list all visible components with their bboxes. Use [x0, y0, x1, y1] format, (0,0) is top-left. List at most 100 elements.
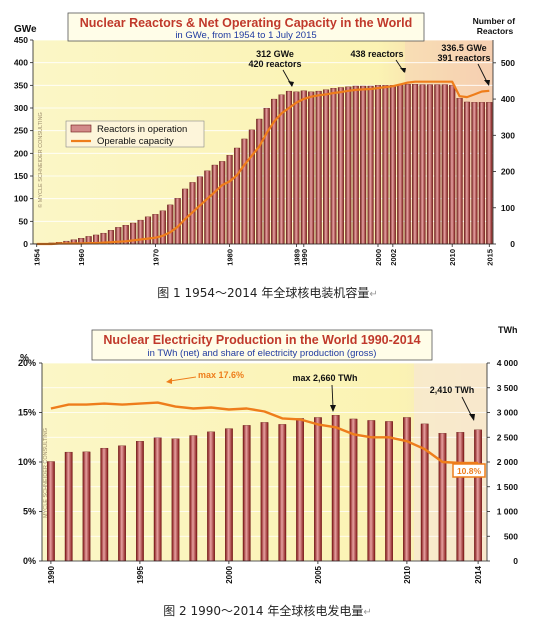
bar-reactors — [382, 85, 389, 245]
x-tick-label: 2000 — [374, 249, 383, 266]
bar-production — [456, 432, 465, 562]
x-tick-label: 1995 — [136, 565, 145, 583]
annotation-max-production-text: max 2,660 TWh — [292, 373, 357, 383]
annotation-1989-line2: 420 reactors — [248, 59, 301, 69]
y-tick-label-left: 150 — [14, 171, 28, 181]
line-operable-capacity — [36, 80, 490, 246]
legend-bar-swatch — [70, 124, 92, 133]
annotation-max-production: max 2,660 TWh — [292, 373, 358, 412]
annotation-1989: 312 GWe 420 reactors — [248, 49, 302, 87]
bar-reactors — [323, 89, 330, 245]
x-tick-label: 1960 — [77, 249, 86, 266]
x-tick-label: 2000 — [225, 565, 234, 583]
y-tick-label-right: 2 000 — [497, 457, 519, 467]
bar-production — [242, 425, 251, 562]
bar-reactors — [434, 84, 441, 245]
chart-subtitle: in GWe, from 1954 to 1 July 2015 — [175, 30, 316, 41]
bar-reactors — [404, 84, 411, 245]
bar-reactors — [293, 91, 300, 245]
title-box — [91, 329, 433, 361]
bar-reactors — [219, 161, 226, 245]
x-tick-label: 1980 — [226, 249, 235, 266]
bar-production — [118, 445, 126, 562]
title-box — [67, 12, 425, 42]
bar-reactors — [471, 102, 478, 245]
y-tick-label-left: 5% — [23, 507, 36, 517]
y-tick-label-right: 1 000 — [497, 507, 519, 517]
bar-production — [403, 417, 411, 562]
y-tick-label-left: 200 — [14, 148, 28, 158]
bar-production — [314, 417, 322, 562]
annotation-2002-line1: 438 reactors — [350, 49, 403, 59]
bar-reactors — [374, 85, 382, 245]
bar-reactors — [360, 85, 367, 245]
chart-nuclear-production: 0% 5% 10% 15% 20% 0 500 1 000 1 500 2 000 2 500 3 0… — [18, 325, 519, 584]
annotation-2014-production-text: 2,410 TWh — [430, 385, 475, 395]
y-tick-label-right: 3 000 — [497, 408, 519, 418]
line-share — [50, 401, 479, 465]
annotation-2014-share-text: 10.8% — [457, 466, 482, 476]
bar-reactors — [345, 86, 352, 245]
bar-reactors — [337, 87, 344, 245]
annotation-max-share: max 17.6% — [166, 370, 244, 384]
bar-production — [367, 420, 376, 562]
chart-title: Nuclear Reactors & Net Operating Capacit… — [80, 16, 412, 30]
y-tick-label-right: 100 — [501, 203, 515, 213]
y-tick-label-left: 50 — [19, 216, 29, 226]
y-tick-label-left: 10% — [18, 457, 36, 467]
y-tick-label-right: 0 — [513, 556, 518, 566]
bar-production — [474, 429, 482, 562]
x-tick-label: 2010 — [403, 565, 412, 583]
bar-production — [349, 418, 358, 562]
y-tick-label-left: 0 — [23, 239, 28, 249]
y-tick-label-right: 1 500 — [497, 482, 519, 492]
legend-label-bars: Reactors in operation — [97, 124, 187, 135]
annotation-2002: 438 reactors — [350, 49, 406, 73]
bar-reactors — [174, 198, 181, 245]
y-tick-label-right: 300 — [501, 130, 515, 140]
figure-2-caption: 图 2 1990～2014 年全球核电发电量↵ — [0, 602, 535, 619]
annotation-2015-line2: 391 reactors — [437, 53, 490, 63]
bar-reactors — [352, 85, 359, 245]
bar-production — [260, 422, 269, 562]
y-tick-label-right: 3 500 — [497, 383, 519, 393]
chart-nuclear-capacity: 0 50 100 150 200 250 300 350 400 450 0 100 200 300 400… — [14, 12, 518, 266]
bar-production — [331, 415, 340, 562]
bar-reactors — [463, 101, 471, 245]
return-mark-icon: ↵ — [363, 607, 372, 618]
bar-reactors — [330, 88, 337, 245]
bar-production — [189, 435, 198, 562]
bar-reactors — [226, 155, 233, 245]
bar-reactors — [159, 210, 166, 245]
x-tick-label: 2005 — [314, 565, 323, 583]
y-tick-label-right: 500 — [504, 531, 518, 541]
bar-production — [278, 424, 287, 562]
y-tick-label-left: 250 — [14, 126, 28, 136]
bar-reactors — [441, 84, 448, 245]
bar-reactors — [248, 129, 255, 245]
y-tick-label-right: 400 — [501, 94, 515, 104]
y-tick-label-right: 4 000 — [497, 358, 519, 368]
x-tick-label: 1990 — [47, 565, 56, 583]
bar-reactors — [152, 214, 159, 245]
y-axis-label-right: TWh — [498, 325, 518, 335]
chart-legend: Reactors in operation Operable capacity — [65, 120, 205, 148]
bar-production — [100, 447, 109, 562]
chart-title: Nuclear Electricity Production in the Wo… — [103, 333, 420, 347]
bar-production — [420, 423, 429, 562]
bar-production — [225, 428, 233, 562]
figure-1-caption-text: 图 1 1954～2014 年全球核电装机容量 — [157, 286, 370, 300]
bar-reactors — [167, 204, 174, 245]
x-tick-label: 1954 — [33, 248, 42, 266]
chart-subtitle: in TWh (net) and share of electricity pr… — [148, 348, 377, 359]
x-tick-label: 1970 — [151, 249, 160, 266]
x-tick-label: 1990 — [300, 249, 309, 266]
y-tick-label-left: 350 — [14, 80, 28, 90]
annotation-1989-line1: 312 GWe — [256, 49, 294, 59]
bar-reactors — [486, 102, 493, 245]
x-tick-label: 2014 — [474, 565, 483, 583]
y-axis-label-right: Number of Reactors — [473, 16, 518, 36]
y-tick-label-right: 0 — [510, 239, 515, 249]
y-tick-label-left: 100 — [14, 194, 28, 204]
bar-production — [385, 421, 393, 562]
